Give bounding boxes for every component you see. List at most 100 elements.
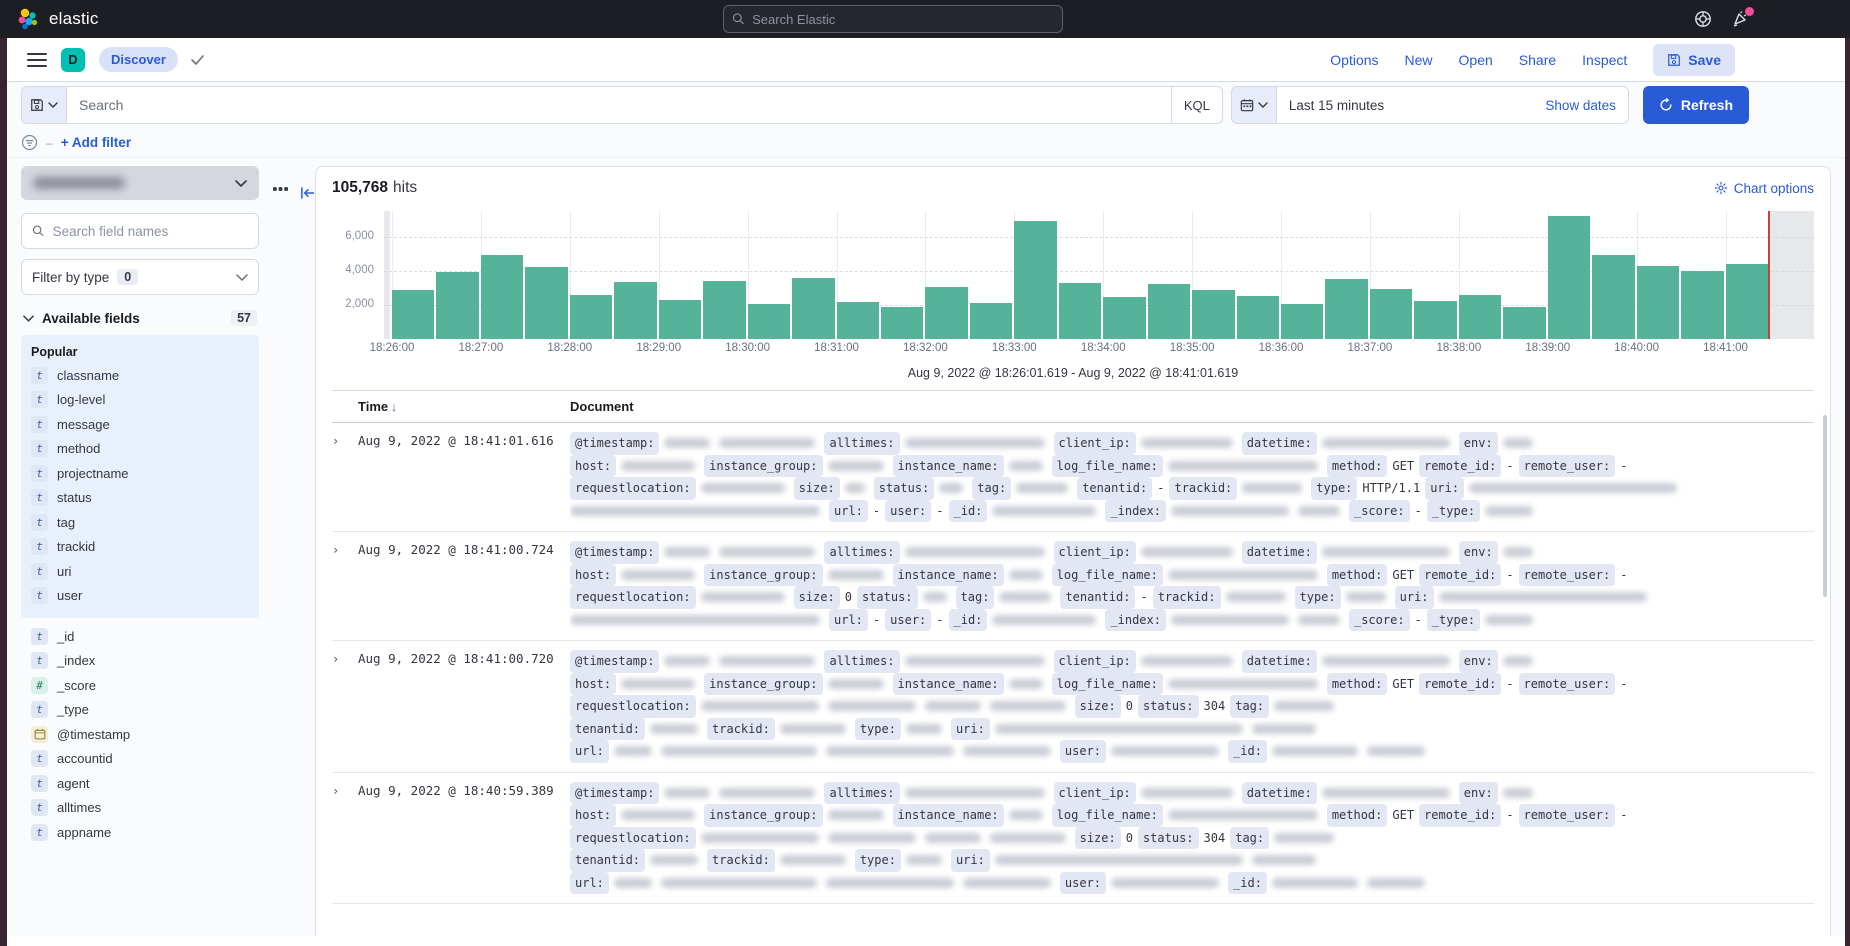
doc-field-name[interactable]: size: xyxy=(793,586,840,609)
doc-field-name[interactable]: uri: xyxy=(1425,477,1465,500)
doc-field-name[interactable]: instance_group: xyxy=(704,804,823,827)
time-range-control[interactable]: Last 15 minutes Show dates xyxy=(1276,86,1629,124)
doc-field-name[interactable]: size: xyxy=(1074,695,1121,718)
sort-descending-icon[interactable]: ↓ xyxy=(391,400,398,414)
doc-field-name[interactable]: client_ip: xyxy=(1053,432,1136,455)
field-item-appname[interactable]: t appname xyxy=(29,820,251,845)
doc-field-name[interactable]: client_ip: xyxy=(1053,781,1136,804)
available-fields-header[interactable]: Available fields 57 xyxy=(21,310,259,326)
doc-field-name[interactable]: remote_id: xyxy=(1419,804,1502,827)
histogram-bar[interactable] xyxy=(703,280,746,339)
filter-icon[interactable] xyxy=(21,134,38,151)
doc-field-name[interactable]: alltimes: xyxy=(824,432,900,455)
navbar-link-options[interactable]: Options xyxy=(1330,51,1379,68)
doc-field-name[interactable]: env: xyxy=(1458,781,1498,804)
histogram-bar[interactable] xyxy=(1547,216,1591,339)
histogram-bar[interactable] xyxy=(1369,288,1413,339)
menu-icon[interactable] xyxy=(27,52,47,67)
doc-field-name[interactable]: _type: xyxy=(1426,608,1481,631)
doc-field-name[interactable]: datetime: xyxy=(1241,781,1317,804)
field-item-tag[interactable]: t tag xyxy=(29,510,251,535)
histogram-bar[interactable] xyxy=(614,281,657,339)
doc-field-name[interactable]: client_ip: xyxy=(1053,650,1136,673)
doc-field-name[interactable]: trackid: xyxy=(1169,477,1238,500)
kql-query-input[interactable] xyxy=(67,97,1171,113)
global-search[interactable] xyxy=(723,5,1063,33)
doc-field-name[interactable]: url: xyxy=(829,499,868,522)
doc-field-name[interactable]: _score: xyxy=(1348,608,1410,631)
histogram-bar[interactable] xyxy=(880,306,924,339)
histogram-bar[interactable] xyxy=(658,299,702,339)
collapse-sidebar-icon[interactable] xyxy=(300,186,315,200)
doc-field-name[interactable]: status: xyxy=(856,586,918,609)
doc-field-name[interactable]: _id: xyxy=(948,499,988,522)
field-item-@timestamp[interactable]: @timestamp xyxy=(29,722,251,747)
doc-field-name[interactable]: @timestamp: xyxy=(570,650,660,673)
field-item-_score[interactable]: # _score xyxy=(29,673,251,698)
field-item-uri[interactable]: t uri xyxy=(29,559,251,584)
field-item-trackid[interactable]: t trackid xyxy=(29,535,251,560)
doc-field-name[interactable]: requestlocation: xyxy=(570,586,696,609)
doc-field-name[interactable]: env: xyxy=(1458,432,1498,455)
index-pattern-select[interactable] xyxy=(21,166,259,200)
time-range-value[interactable]: Last 15 minutes xyxy=(1288,97,1385,113)
doc-field-name[interactable]: tenantid: xyxy=(570,849,646,872)
doc-field-name[interactable]: alltimes: xyxy=(824,650,900,673)
histogram-bar[interactable] xyxy=(1414,300,1457,339)
newsfeed-icon[interactable] xyxy=(1732,7,1754,28)
histogram-bar[interactable] xyxy=(1458,294,1502,339)
doc-field-name[interactable]: user: xyxy=(1059,871,1107,894)
table-scrollbar[interactable] xyxy=(1823,415,1827,597)
doc-field-name[interactable]: user: xyxy=(885,608,932,631)
histogram-bar[interactable] xyxy=(1147,283,1191,339)
doc-field-name[interactable]: datetime: xyxy=(1241,650,1317,673)
histogram-bar[interactable] xyxy=(1103,297,1146,339)
global-search-input[interactable] xyxy=(752,11,1054,27)
doc-field-name[interactable]: uri: xyxy=(1394,586,1434,609)
histogram-bar[interactable] xyxy=(1325,279,1368,339)
doc-field-name[interactable]: tenantid: xyxy=(570,717,646,740)
space-avatar[interactable]: D xyxy=(61,47,85,72)
doc-field-name[interactable]: remote_id: xyxy=(1419,563,1502,586)
doc-field-name[interactable]: remote_user: xyxy=(1518,563,1616,586)
expand-row-icon[interactable]: › xyxy=(332,543,340,557)
doc-field-name[interactable]: _id: xyxy=(1228,871,1267,894)
histogram-bar[interactable] xyxy=(1636,265,1680,339)
add-filter-link[interactable]: + Add filter xyxy=(60,135,132,150)
doc-field-name[interactable]: method: xyxy=(1326,563,1388,586)
doc-field-name[interactable]: tag: xyxy=(955,586,995,609)
histogram-bar[interactable] xyxy=(925,286,968,339)
doc-field-name[interactable]: datetime: xyxy=(1241,432,1317,455)
histogram-bar[interactable] xyxy=(747,304,791,339)
histogram-bar[interactable] xyxy=(1681,270,1724,339)
navbar-link-share[interactable]: Share xyxy=(1518,51,1557,68)
save-button[interactable]: Save xyxy=(1653,43,1735,76)
histogram-bar[interactable] xyxy=(836,302,879,339)
doc-field-name[interactable]: _type: xyxy=(1426,499,1481,522)
doc-field-name[interactable]: user: xyxy=(885,499,932,522)
field-item-log-level[interactable]: t log-level xyxy=(29,388,251,413)
doc-field-name[interactable]: remote_id: xyxy=(1419,454,1502,477)
doc-field-name[interactable]: host: xyxy=(570,454,617,477)
doc-field-name[interactable]: log_file_name: xyxy=(1051,563,1163,586)
field-item-_index[interactable]: t _index xyxy=(29,649,251,674)
doc-field-name[interactable]: instance_name: xyxy=(892,563,1004,586)
field-item-method[interactable]: t method xyxy=(29,437,251,462)
doc-field-name[interactable]: tag: xyxy=(1230,826,1270,849)
doc-field-name[interactable]: _score: xyxy=(1348,499,1410,522)
refresh-button[interactable]: Refresh xyxy=(1642,86,1749,124)
histogram-bar[interactable] xyxy=(1503,306,1546,339)
histogram-bar[interactable] xyxy=(1725,263,1768,339)
doc-field-name[interactable]: status: xyxy=(873,477,935,500)
doc-field-name[interactable]: status: xyxy=(1137,826,1199,849)
doc-field-name[interactable]: status: xyxy=(1137,695,1199,718)
elastic-logo[interactable]: elastic xyxy=(16,7,99,31)
navbar-link-open[interactable]: Open xyxy=(1458,51,1493,68)
field-item-agent[interactable]: t agent xyxy=(29,771,251,796)
kql-language-toggle[interactable]: KQL xyxy=(1170,87,1222,123)
doc-field-name[interactable]: uri: xyxy=(950,849,990,872)
doc-field-name[interactable]: trackid: xyxy=(707,849,775,872)
doc-field-name[interactable]: instance_name: xyxy=(892,804,1004,827)
doc-field-name[interactable]: requestlocation: xyxy=(570,695,696,718)
doc-field-name[interactable]: remote_user: xyxy=(1518,454,1616,477)
